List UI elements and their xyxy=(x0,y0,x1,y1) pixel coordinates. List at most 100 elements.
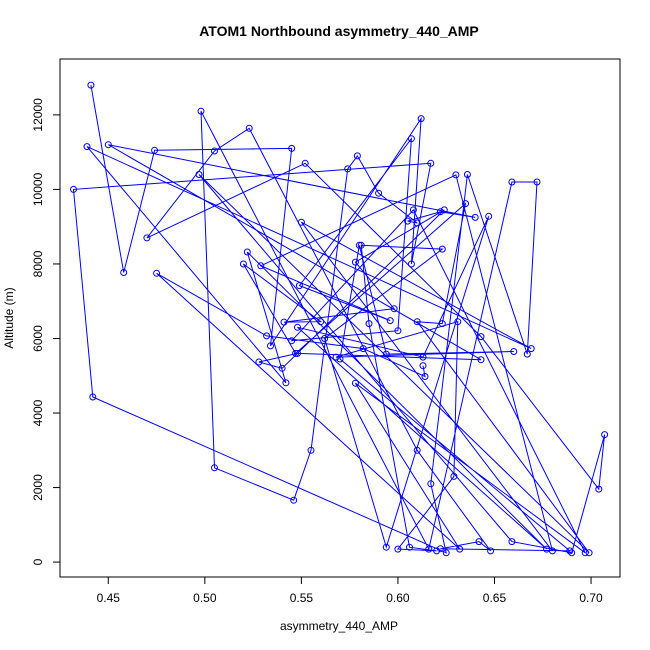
data-point xyxy=(406,543,413,551)
x-tick-label: 0.55 xyxy=(290,591,314,605)
data-point xyxy=(307,446,315,454)
x-tick-label: 0.60 xyxy=(386,591,410,605)
data-point xyxy=(407,260,415,268)
data-point xyxy=(533,178,541,186)
data-point xyxy=(263,332,271,340)
data-point xyxy=(581,549,589,557)
data-point xyxy=(87,81,95,89)
data-point xyxy=(255,358,263,366)
data-point xyxy=(382,543,390,551)
data-point xyxy=(239,260,247,268)
data-point xyxy=(351,258,359,266)
data-point xyxy=(436,208,444,216)
data-point xyxy=(243,248,251,256)
data-point xyxy=(317,318,325,326)
data-point xyxy=(508,538,516,546)
data-point xyxy=(427,480,435,488)
data-point xyxy=(508,178,516,186)
data-point xyxy=(438,245,446,253)
data-point xyxy=(409,206,417,214)
y-tick-label: 0 xyxy=(31,558,45,565)
data-point xyxy=(510,348,518,355)
data-point xyxy=(120,269,128,276)
data-point xyxy=(413,219,421,227)
data-point xyxy=(89,393,97,401)
y-tick-label: 2000 xyxy=(31,474,45,501)
data-point xyxy=(83,143,91,151)
y-axis: 0 2000 4000 6000 8000 10000 12000 xyxy=(31,98,60,565)
data-point xyxy=(477,333,485,341)
data-point xyxy=(450,472,458,480)
data-point xyxy=(359,345,367,353)
y-tick-label: 4000 xyxy=(31,399,45,426)
data-point xyxy=(278,364,286,372)
data-point xyxy=(294,349,301,357)
x-tick-label: 0.50 xyxy=(193,591,217,605)
data-point xyxy=(245,124,253,132)
plot-frame xyxy=(59,58,621,578)
data-point xyxy=(344,165,352,173)
data-point xyxy=(353,152,361,160)
data-point xyxy=(301,159,309,167)
data-point xyxy=(394,327,402,335)
data-point xyxy=(321,335,329,342)
data-point xyxy=(442,549,450,557)
data-point xyxy=(365,320,373,328)
data-point xyxy=(475,538,483,546)
data-point xyxy=(527,345,535,353)
data-point xyxy=(211,464,218,472)
data-point xyxy=(440,206,448,214)
series-line xyxy=(72,85,606,554)
data-point xyxy=(456,545,464,553)
data-point xyxy=(294,323,301,331)
data-point xyxy=(404,217,412,225)
data-point xyxy=(143,234,151,242)
data-point xyxy=(425,545,433,553)
data-point xyxy=(288,144,296,152)
data-point xyxy=(292,349,300,357)
data-point xyxy=(419,353,427,361)
data-point xyxy=(413,318,421,326)
data-point xyxy=(211,147,218,155)
data-point xyxy=(280,318,288,326)
data-point xyxy=(257,262,265,270)
data-point xyxy=(151,146,159,154)
data-point xyxy=(585,549,593,557)
data-point xyxy=(487,547,495,555)
x-tick-label: 0.45 xyxy=(97,591,121,605)
data-point xyxy=(355,241,363,249)
data-point xyxy=(70,185,77,193)
data-point xyxy=(523,350,531,358)
data-point xyxy=(153,269,161,277)
data-point xyxy=(297,218,305,226)
data-point xyxy=(332,353,340,361)
data-point xyxy=(336,355,344,363)
data-point xyxy=(548,547,556,555)
y-tick-label: 10000 xyxy=(31,172,45,206)
data-point xyxy=(375,189,383,197)
data-point xyxy=(357,241,365,249)
data-point xyxy=(568,549,576,557)
data-point xyxy=(436,545,444,553)
data-point xyxy=(288,337,296,345)
data-point xyxy=(394,545,402,553)
data-point xyxy=(295,282,303,290)
data-point xyxy=(104,141,112,149)
data-point xyxy=(566,547,574,555)
x-axis-label: asymmetry_440_AMP xyxy=(280,619,398,633)
x-tick-label: 0.65 xyxy=(483,591,507,605)
data-point xyxy=(290,496,298,504)
data-point xyxy=(351,379,359,387)
x-axis: 0.45 0.50 0.55 0.60 0.65 0.70 xyxy=(97,577,603,605)
data-point xyxy=(471,213,479,221)
data-point xyxy=(382,350,390,358)
data-point xyxy=(282,379,290,387)
data-point xyxy=(390,305,398,313)
y-tick-label: 12000 xyxy=(31,98,45,132)
data-point xyxy=(407,135,415,143)
data-point xyxy=(463,171,471,178)
data-point xyxy=(427,159,435,167)
data-point xyxy=(462,200,469,208)
